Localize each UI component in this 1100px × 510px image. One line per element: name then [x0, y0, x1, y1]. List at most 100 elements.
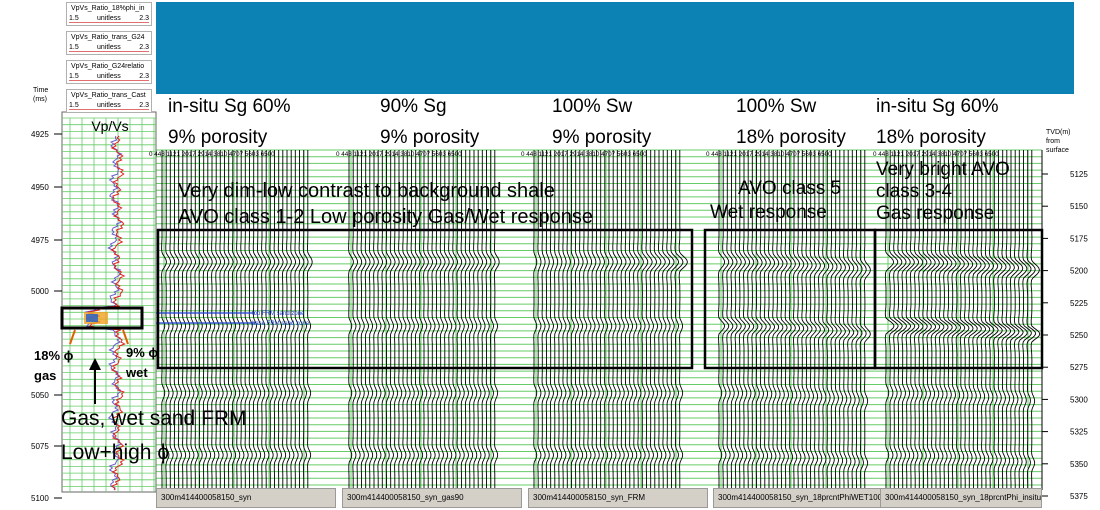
seismic-trace [624, 150, 631, 488]
panel-title-porosity: 9% porosity [168, 127, 268, 148]
seismic-trace [356, 150, 363, 488]
seismic-trace [930, 150, 941, 488]
tvd-axis-title: surface [1046, 147, 1069, 154]
seismic-trace [373, 150, 379, 488]
seismic-trace [489, 150, 496, 488]
panel-title-fluid: 100% Sw [552, 96, 633, 117]
seismic-trace [838, 150, 846, 488]
seismic-trace [751, 150, 759, 488]
seismic-trace [628, 150, 636, 488]
seismic-trace [653, 150, 662, 488]
seismic-trace [884, 150, 895, 488]
seismic-trace [959, 150, 970, 488]
panel-label[interactable]: 300m414400058150_syn_18prcntPhiWET100Sw [713, 488, 893, 508]
seismic-trace [797, 150, 805, 488]
seismic-trace [926, 150, 937, 488]
seismic-trace [834, 150, 842, 488]
blue-banner [156, 2, 1074, 94]
seismic-trace [637, 150, 644, 488]
seismic-trace [809, 150, 817, 488]
seismic-trace [236, 150, 242, 488]
seismic-trace [202, 150, 209, 488]
tvd-tick-label: 5250 [1070, 331, 1088, 340]
tvd-tick-label: 5125 [1070, 170, 1088, 179]
seismic-trace [464, 150, 471, 488]
seismic-trace [165, 150, 172, 488]
seismic-trace [223, 150, 230, 488]
seismic-trace [826, 150, 834, 488]
seismic-trace [541, 150, 546, 488]
seismic-trace [410, 150, 417, 488]
seismic-trace [182, 150, 188, 488]
seismic-trace [448, 150, 454, 488]
seismic-trace [566, 150, 571, 488]
annotation-class5: AVO class 5 [738, 178, 841, 199]
curve-header-swatch [69, 109, 149, 110]
annotation-class5: Wet response [710, 202, 827, 223]
offset-tick-labels: 0 448 1121 2017 2914 3810 4707 5603 6500 [521, 151, 647, 158]
seismic-trace [726, 150, 734, 488]
seismic-trace [730, 150, 738, 488]
seismic-trace [302, 150, 309, 488]
annotation-dim: Very dim-low contrast to background shal… [178, 180, 555, 202]
seismic-trace [984, 150, 995, 488]
seismic-trace [423, 150, 429, 488]
log-track-frame [61, 111, 157, 493]
time-tick-label: 5075 [31, 442, 49, 451]
seismic-trace [579, 150, 584, 488]
annotations: in-situ Sg 60% 9% porosity 90% Sg 9% porosi… [34, 96, 1010, 464]
seismic-trace [822, 150, 830, 488]
seismic-trace [419, 150, 425, 488]
panel-label[interactable]: 300m414400058150_syn_18prcntPhi_insitu [880, 488, 1042, 508]
seismic-trace [444, 150, 450, 488]
seismic-trace [398, 150, 404, 488]
panel-label[interactable]: 300m414400058150_syn_FRM [528, 488, 708, 508]
seismic-trace [943, 150, 953, 488]
annotation-bright: Very bright AVO [876, 159, 1010, 180]
panel-label[interactable]: 300m414400058150_syn_gas90 [342, 488, 522, 508]
seismic-trace [485, 150, 492, 488]
seismic-trace [394, 150, 400, 488]
seismic-trace [595, 150, 601, 488]
panel-title-porosity: 9% porosity [380, 127, 480, 148]
annotation-bright: Gas response [876, 203, 994, 224]
seismic-trace [402, 150, 409, 488]
seismic-trace [747, 150, 755, 488]
seismic-trace [406, 150, 413, 488]
seismic-trace [964, 150, 974, 488]
seismic-trace [914, 150, 924, 488]
panel-title-fluid: 100% Sw [736, 96, 817, 117]
seismic-trace [997, 150, 1007, 488]
panel-label[interactable]: 300m414400058150_syn [156, 488, 336, 508]
seismic-trace [173, 150, 180, 488]
seismic-trace [968, 150, 978, 488]
seismic-trace [947, 150, 957, 488]
seismic-trace [678, 150, 688, 488]
curve-header-max: 2.3 [139, 73, 149, 80]
seismic-trace [177, 150, 184, 488]
seismic-trace [307, 150, 313, 488]
seismic-trace [734, 150, 742, 488]
curve-header-unit: unitless [97, 102, 121, 109]
seismic-trace [481, 150, 488, 488]
seismic-trace [768, 150, 775, 488]
offset-tick-labels: 0 448 1121 2017 2914 3810 4707 5603 6500 [706, 151, 832, 158]
seismic-trace [620, 150, 627, 488]
seismic-trace [889, 150, 899, 488]
curve-header-swatch [69, 80, 149, 81]
time-tick-label: 4975 [31, 236, 49, 245]
seismic-trace [385, 150, 392, 488]
axes: Time (ms) 4925 4950 4975 5000 5050 5075 5100 TVD(… [31, 87, 1088, 503]
seismic-trace [905, 150, 916, 488]
seismic-trace [169, 150, 176, 488]
horizon-top-label: top FRM sand zone [252, 311, 305, 317]
seismic-trace [1014, 150, 1024, 488]
seismic-trace [641, 150, 649, 488]
seismic-trace [670, 150, 680, 488]
seismic-trace [537, 150, 542, 488]
gas-sand-fill [86, 314, 98, 322]
panel-title-fluid: in-situ Sg 60% [876, 96, 999, 117]
seismic-trace [477, 150, 484, 488]
arrow-frm-head [89, 358, 101, 370]
curve-header-name: VpVs_Ratio_G24relatio [71, 63, 145, 70]
